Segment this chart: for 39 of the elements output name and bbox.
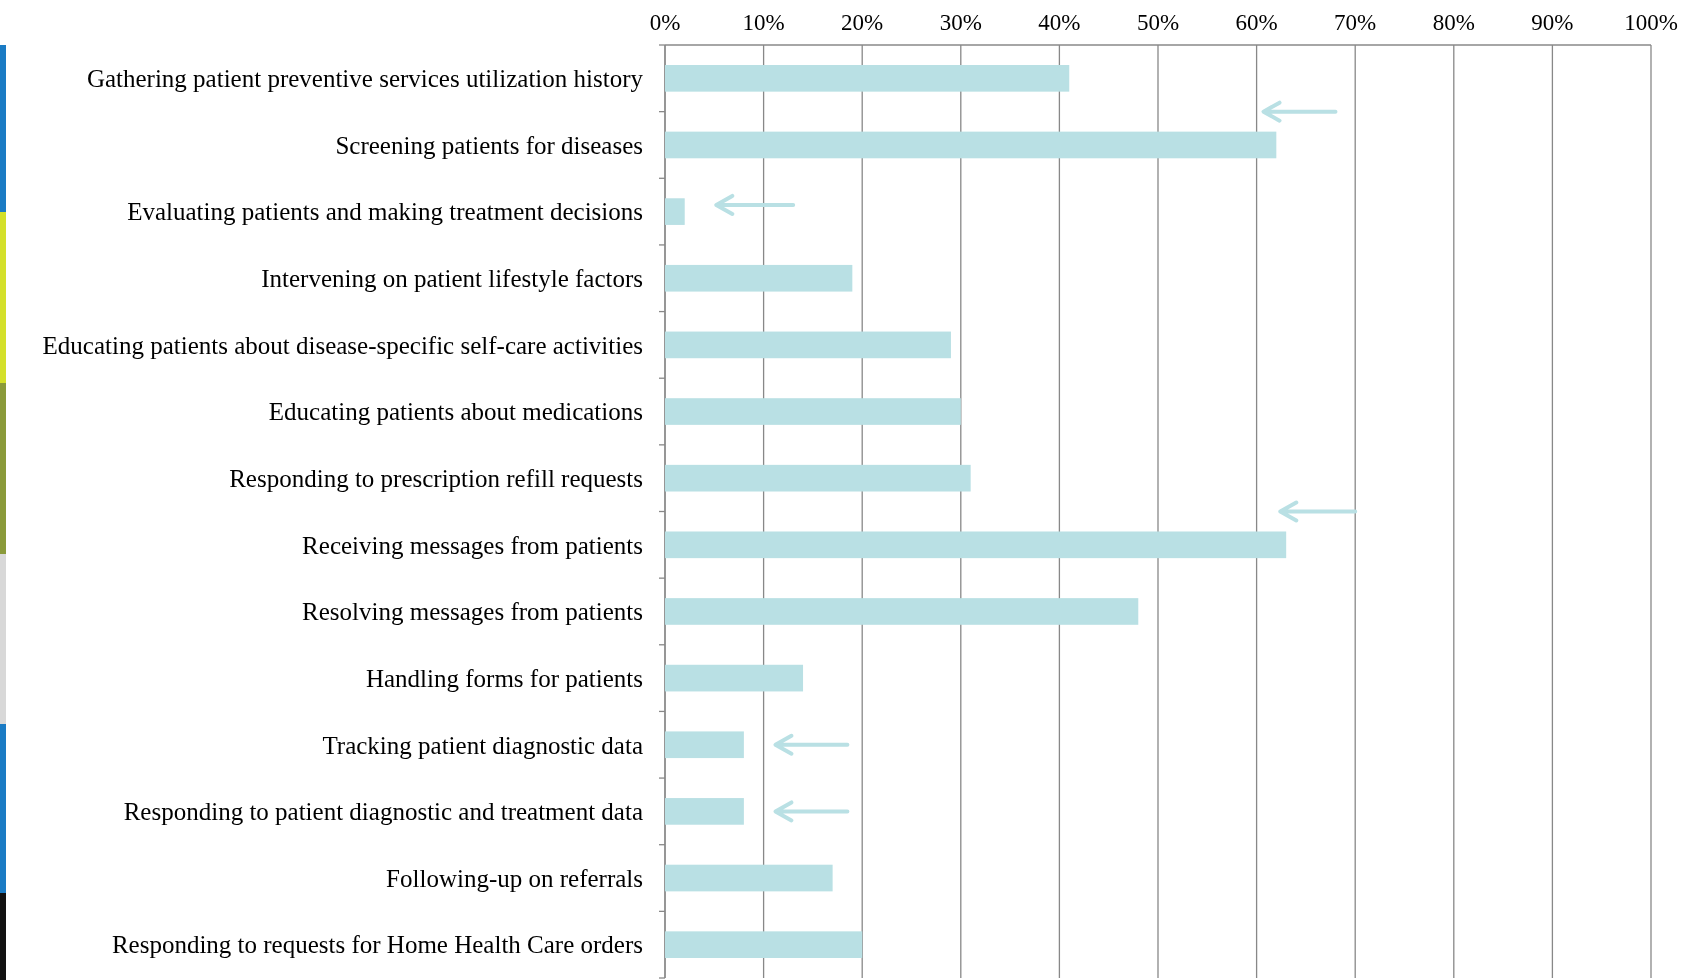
y-tick-label: Responding to patient diagnostic and treatment data	[123, 798, 643, 826]
x-tick-label: 10%	[742, 10, 785, 35]
x-tick-label: 40%	[1038, 10, 1081, 35]
y-tick-label: Educating patients about medications	[268, 398, 643, 426]
bar	[665, 531, 1287, 559]
x-tick-label: 80%	[1432, 10, 1475, 35]
y-tick-label: Educating patients about disease-specific self-care activities	[42, 331, 643, 359]
bar	[665, 931, 863, 959]
x-tick-label: 0%	[649, 10, 681, 35]
y-tick-label: Responding to prescription refill requests	[229, 464, 643, 492]
bar	[665, 731, 744, 759]
y-tick-label: Evaluating patients and making treatment decisions	[127, 198, 643, 226]
bar	[665, 464, 971, 492]
bar	[665, 664, 804, 692]
x-tick-label: 70%	[1334, 10, 1377, 35]
y-tick-label: Gathering patient preventive services utilization history	[86, 65, 644, 93]
bar	[665, 798, 744, 825]
y-tick-label: Receiving messages from patients	[302, 531, 643, 559]
y-tick-label: Tracking patient diagnostic data	[322, 731, 643, 759]
x-tick-label: 50%	[1136, 10, 1180, 35]
x-tick-label: 90%	[1531, 10, 1574, 35]
bar	[665, 131, 1277, 159]
y-tick-label: Handling forms for patients	[365, 664, 643, 692]
y-tick-label: Screening patients for diseases	[335, 131, 643, 159]
y-tick-label: Resolving messages from patients	[302, 598, 643, 626]
bar	[665, 64, 1070, 92]
bar	[665, 198, 685, 225]
bar	[665, 598, 1139, 625]
bar	[665, 864, 833, 892]
x-tick-label: 100%	[1624, 10, 1678, 35]
y-tick-label: Following-up on referrals	[386, 864, 643, 892]
bar	[665, 331, 951, 359]
x-tick-label: 20%	[841, 10, 884, 35]
x-tick-label: 30%	[939, 10, 982, 35]
bar	[665, 398, 961, 425]
y-tick-label: Intervening on patient lifestyle factors	[261, 265, 643, 292]
y-tick-label: Responding to requests for Home Health Care orders	[111, 931, 643, 959]
x-tick-label: 60%	[1235, 10, 1278, 35]
bar	[665, 264, 853, 292]
